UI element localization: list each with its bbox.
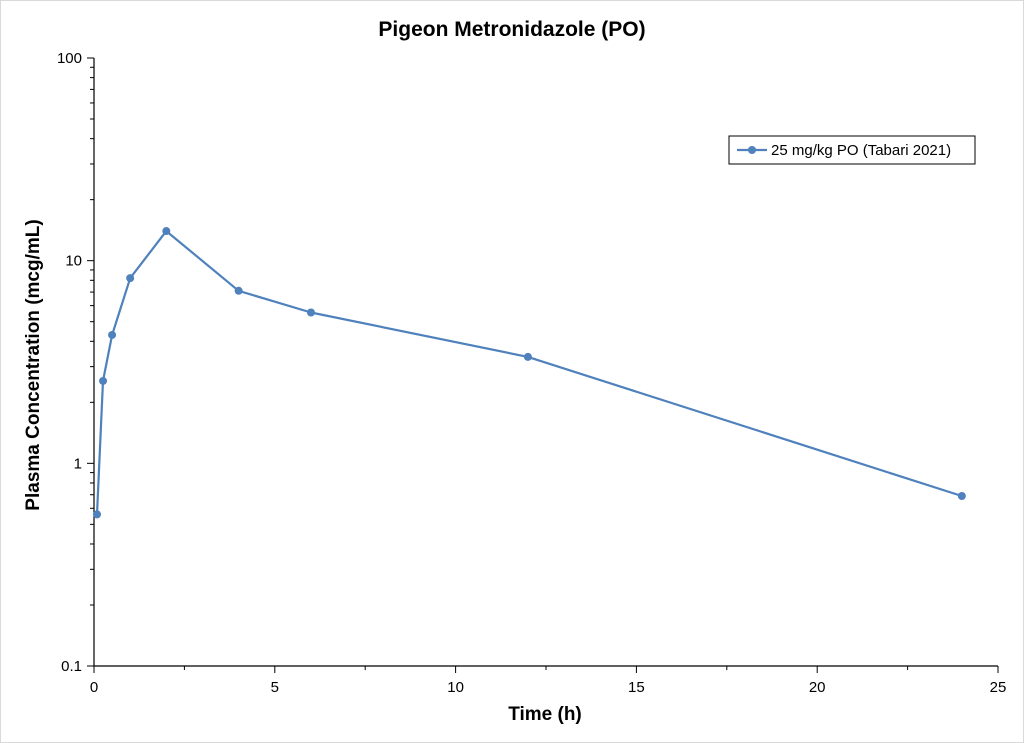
data-point — [306, 308, 315, 317]
axes: 0 5 10 15 20 25 0.1 1 10 100 — [57, 50, 1006, 696]
y-tick-label: 0.1 — [61, 658, 82, 675]
y-tick-label: 10 — [65, 253, 82, 270]
x-axis-label: Time (h) — [508, 704, 582, 725]
data-point — [93, 510, 102, 519]
x-tick-label: 15 — [628, 679, 645, 696]
y-tick-label: 100 — [57, 50, 82, 67]
data-point — [234, 286, 243, 295]
x-tick-label: 25 — [990, 679, 1007, 696]
legend-box — [728, 135, 976, 165]
data-point — [957, 491, 966, 500]
series-layer — [93, 227, 966, 519]
x-tick-label: 5 — [271, 679, 279, 696]
x-tick-label: 0 — [90, 679, 98, 696]
x-tick-label: 10 — [447, 679, 464, 696]
y-axis-label: Plasma Concentration (mcg/mL) — [23, 219, 44, 510]
data-point — [162, 227, 171, 236]
legend: 25 mg/kg PO (Tabari 2021) — [728, 135, 976, 165]
y-tick-label: 1 — [74, 455, 82, 472]
data-point — [126, 274, 135, 283]
data-point — [99, 376, 108, 385]
chart-title: Pigeon Metronidazole (PO) — [378, 18, 645, 41]
data-point — [523, 352, 532, 361]
legend-marker — [748, 146, 756, 154]
x-tick-label: 20 — [809, 679, 826, 696]
data-point — [108, 330, 117, 339]
legend-label: 25 mg/kg PO (Tabari 2021) — [771, 142, 951, 159]
